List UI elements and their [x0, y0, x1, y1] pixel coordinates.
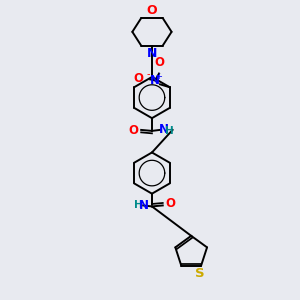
Text: O: O [128, 124, 138, 137]
Text: O: O [166, 197, 176, 210]
Text: O: O [154, 56, 164, 69]
Text: O: O [133, 72, 143, 85]
Text: H: H [134, 200, 142, 210]
Text: S: S [195, 267, 205, 280]
Text: N: N [147, 46, 157, 60]
Text: N: N [159, 123, 169, 136]
Text: -: - [146, 70, 150, 80]
Text: H: H [165, 126, 174, 136]
Text: N: N [139, 199, 149, 212]
Text: O: O [147, 4, 157, 17]
Text: +: + [156, 72, 162, 81]
Text: N: N [150, 74, 160, 87]
